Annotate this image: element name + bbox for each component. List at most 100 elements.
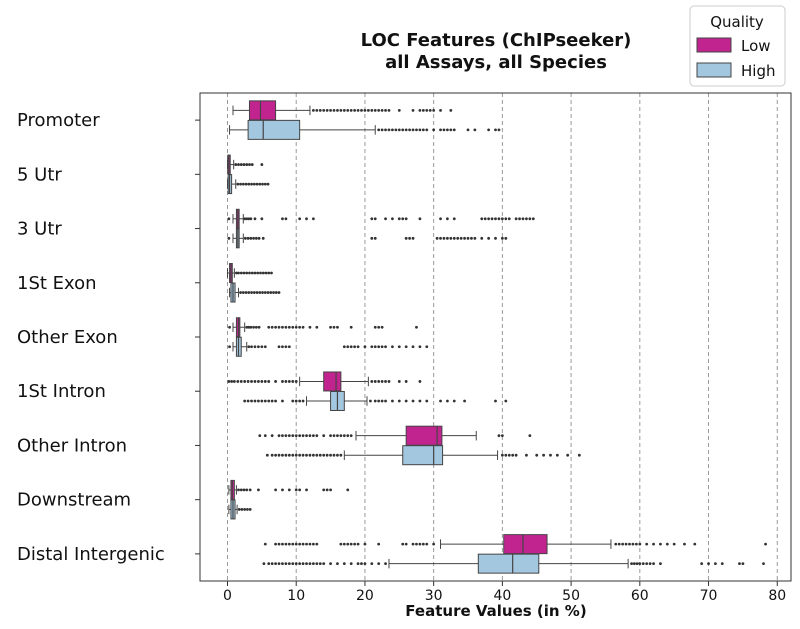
outlier-point [260,399,264,403]
outlier-point [281,562,284,566]
outlier-point [249,236,253,240]
outlier-point [363,345,367,349]
outlier-point [387,380,391,383]
outlier-point [294,488,298,492]
outlier-point [259,271,262,275]
outlier-point [257,236,261,240]
outlier-point [294,453,298,457]
outlier-point [258,434,262,438]
outlier-point [294,325,298,329]
outlier-point [255,182,259,186]
outlier-point [257,488,260,492]
outlier-point [445,128,449,132]
outlier-point [322,562,326,566]
outlier-point [284,542,288,546]
outlier-point [645,542,649,546]
outlier-point [439,128,442,132]
outlier-point [439,399,442,403]
outlier-point [339,434,343,438]
outlier-point [432,108,436,112]
outlier-point [253,399,257,403]
outlier-point [360,562,363,566]
outlier-point [652,542,655,546]
box-low-4 [228,317,418,338]
category-label-downstream: Downstream [17,490,131,511]
x-tick-label-0: 0 [223,588,232,604]
outlier-point [617,542,621,546]
outlier-point [308,434,312,438]
outlier-point [418,128,422,132]
outlier-point [308,325,312,329]
outlier-point [397,345,401,349]
outlier-point [305,434,308,438]
legend-label-low: Low [741,37,771,55]
outlier-point [263,542,267,546]
outlier-point [252,236,256,240]
outlier-point [263,380,267,383]
outlier-point [741,562,745,566]
outlier-point [284,345,288,349]
outlier-point [404,236,408,240]
outlier-point [315,453,319,457]
outlier-point [380,108,384,112]
category-label-other-exon: Other Exon [17,327,118,348]
outlier-point [267,271,271,275]
outlier-point [311,453,315,457]
outlier-point [387,108,391,112]
outlier-point [237,508,241,511]
outlier-point [418,108,422,112]
outlier-point [262,562,266,566]
outlier-point [284,380,288,383]
outlier-point [245,271,249,275]
outlier-point [245,217,249,221]
outlier-point [240,508,244,511]
outlier-point [514,453,518,457]
outlier-point [269,291,273,294]
outlier-point [284,562,288,566]
outlier-point [439,217,442,221]
outlier-point [404,345,408,349]
outlier-point [249,217,253,221]
outlier-point [377,380,381,383]
outlier-point [614,542,618,546]
outlier-point [635,562,639,566]
outlier-point [227,236,231,240]
outlier-point [242,163,246,166]
x-tick-label-70: 70 [700,588,718,604]
box-high-6 [265,445,581,466]
outlier-point [452,128,456,132]
outlier-point [266,182,270,186]
outlier-point [346,434,350,438]
outlier-point [291,453,295,457]
outlier-point [404,542,408,546]
outlier-point [439,236,442,240]
outlier-point [738,562,741,566]
outlier-point [308,562,312,566]
outlier-point [442,128,446,132]
outlier-point [693,542,697,546]
outlier-point [432,128,436,132]
outlier-point [373,325,377,329]
outlier-point [252,291,256,294]
box-iqr [402,445,444,466]
outlier-point [260,380,264,383]
outlier-point [373,399,377,403]
outlier-point [421,128,425,132]
outlier-point [294,380,298,383]
outlier-point [408,236,411,240]
outlier-point [366,108,370,112]
outlier-point [494,128,497,132]
outlier-point [428,108,432,112]
outlier-point [497,217,501,221]
outlier-point [370,217,374,221]
outlier-point [263,182,267,186]
category-label-promoter: Promoter [17,110,100,131]
outlier-point [267,380,271,383]
outlier-point [329,562,332,566]
outlier-point [301,562,305,566]
outlier-point [346,542,350,546]
outlier-point [336,108,339,112]
outlier-point [531,217,535,221]
outlier-point [257,380,260,383]
outlier-point [497,128,501,132]
